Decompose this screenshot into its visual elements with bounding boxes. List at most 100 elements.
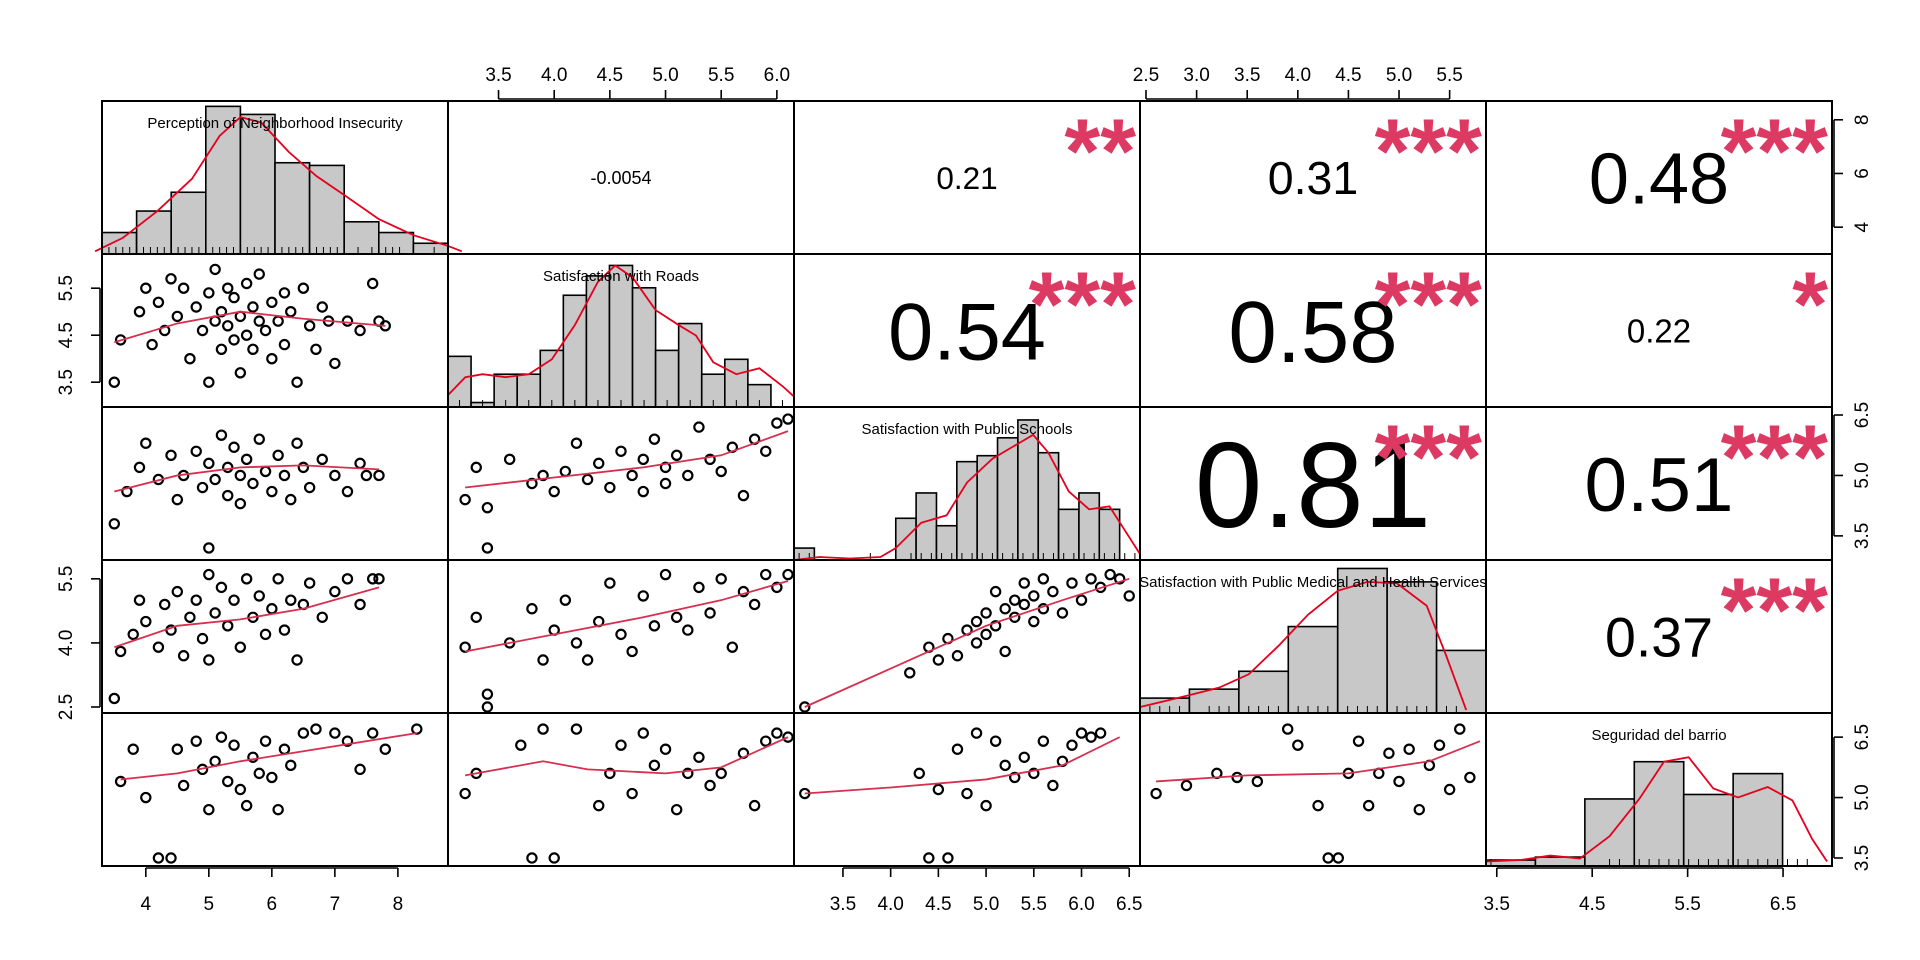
scatter-point [278,287,291,299]
scatter-point [951,743,964,755]
panel-frame [447,712,795,867]
axis-tick-label: 8 [393,894,404,915]
scatter-point [228,291,240,304]
scatter-point [209,263,221,276]
scatter-point [526,477,538,490]
scatter-point [316,453,328,466]
scatter-point [108,376,121,388]
scatter-point [1009,594,1021,606]
density-line [447,264,795,398]
scatter-point [272,573,284,585]
scatter-point [1028,615,1040,628]
scatter-point [581,473,594,486]
scatter-point [648,759,661,772]
scatter-point [196,481,209,494]
correlation-value: 0.21 [936,160,997,196]
scatter-point [272,803,284,816]
scatter-point [604,577,616,589]
histogram-bar [239,113,276,255]
scatter-point [228,594,240,606]
scatter-point [760,735,772,747]
scatter-point [570,437,583,449]
scatter-point [329,727,341,739]
scatter-point [240,453,253,466]
scatter-point [1085,573,1097,585]
scatter-point [190,594,202,606]
scatter-point [203,376,215,388]
scatter-point [228,441,240,453]
correlation-value: 0.31 [1268,152,1359,204]
axis-tick-label: 6 [267,894,278,915]
scatter-point [253,268,265,280]
scatter-point [1018,577,1030,589]
scatter-point [190,301,202,313]
histogram-bar [654,349,680,408]
correlation-value: 0.81 [1195,417,1431,553]
diagonal-variable-label: Perception of Neighborhood Insecurity [147,115,403,132]
fit-line [114,310,386,344]
histogram-bar [377,231,415,255]
scatter-point [581,654,594,666]
fit-line [114,464,380,493]
scatter-point [1037,735,1050,747]
scatter-point [682,469,694,482]
axis-tick-label: 5.0 [1386,65,1412,86]
scatter-point [670,803,683,816]
histogram-bar [170,191,207,255]
histogram-bar [935,524,958,561]
scatter-point [360,469,373,482]
scatter-point [159,598,171,611]
histogram-bar [1287,625,1339,714]
scatter-point [329,469,341,482]
correlation-value: 0.37 [1605,606,1713,668]
scatter-point [989,735,1002,747]
scatter-point [481,542,494,554]
scatter-point [177,650,190,662]
scatter-point [303,577,316,589]
scatter-point [1362,799,1375,812]
density-line [1485,756,1828,863]
significance-stars: *** [1721,407,1829,509]
scatter-point [152,641,165,653]
axis-tick-label: 7 [330,894,341,915]
scatter-point [1066,577,1078,589]
scatter-point [1454,723,1466,735]
scatter-point [1413,803,1425,816]
scatter-point [1281,723,1294,735]
panel-frame [1485,712,1833,867]
scatter-point [1028,590,1040,602]
axis-tick-label: 4.5 [597,65,623,86]
scatter-point [1443,783,1456,796]
histogram-bar [308,164,346,255]
scatter-point [285,306,297,318]
fit-line [464,580,789,653]
scatter-point [203,568,215,581]
scatter-point [537,723,549,735]
axis-tick-label: 3.5 [1852,845,1873,871]
axis-tick-label: 5 [204,894,215,915]
scatter-point [341,315,354,327]
scatter-point [1292,739,1304,751]
scatter-point [1085,731,1097,743]
axis-tick-label: 4.0 [877,894,903,915]
scatter-point [726,641,739,653]
scatter-point [670,449,683,461]
scatter-point [209,607,221,619]
axis-tick-label: 5.0 [1852,784,1873,810]
scatter-point [165,852,177,864]
correlation-value: 0.22 [1627,312,1691,349]
scatter-point [310,723,322,735]
scatter-point [1150,787,1162,800]
scatter-point [715,573,727,585]
correlation-value: 0.58 [1228,284,1397,381]
scatter-point [379,743,391,755]
scatter-point [1104,568,1116,581]
scatter-point [570,637,583,649]
scatter-point [152,852,165,864]
scatter-point [570,723,583,735]
scatter-point [626,645,638,658]
scatter-point [222,461,234,474]
scatter-point [108,518,121,530]
scatter-point [470,461,482,474]
axis-tick-label: 3.5 [1484,894,1510,915]
